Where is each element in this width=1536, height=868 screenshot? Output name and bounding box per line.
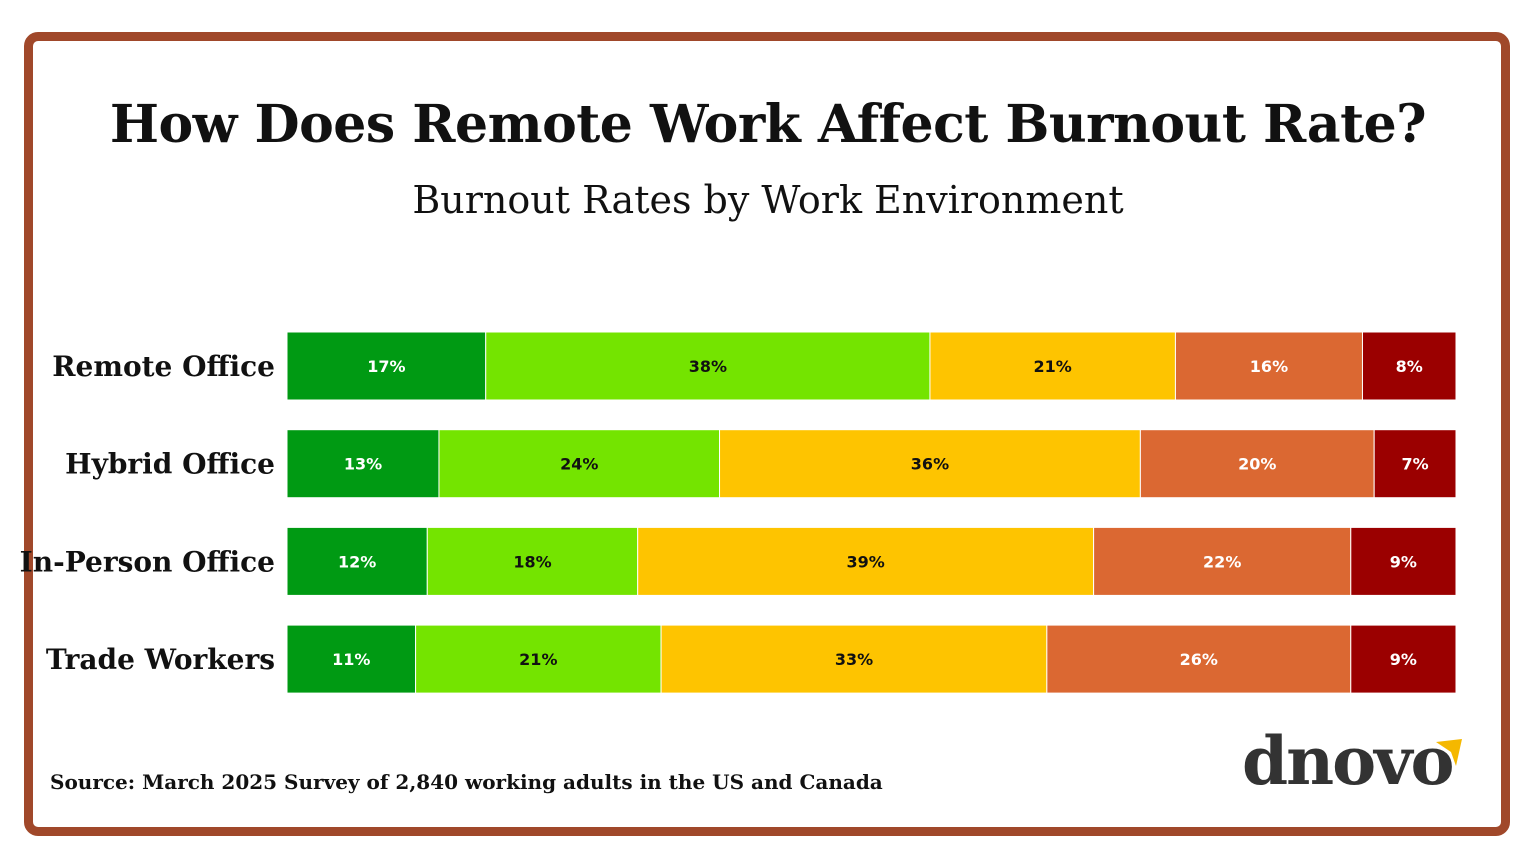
bar-segment bbox=[660, 624, 1048, 694]
data-label: 36% bbox=[911, 455, 949, 474]
bar-segment bbox=[415, 624, 662, 694]
data-label: 13% bbox=[344, 455, 382, 474]
category-label: In-Person Office bbox=[20, 545, 275, 578]
bar-segment bbox=[286, 331, 487, 401]
data-label: 18% bbox=[513, 552, 551, 571]
bar-segment bbox=[1350, 526, 1457, 596]
chart-subtitle: Burnout Rates by Work Environment bbox=[412, 178, 1124, 222]
bar-segment bbox=[286, 429, 440, 499]
data-label: 9% bbox=[1390, 650, 1417, 669]
data-label: 21% bbox=[1034, 357, 1072, 376]
bar-segment bbox=[1139, 429, 1375, 499]
category-label: Hybrid Office bbox=[65, 448, 275, 481]
bar-segment bbox=[286, 624, 417, 694]
data-label: 8% bbox=[1396, 357, 1423, 376]
chart-title: How Does Remote Work Affect Burnout Rate… bbox=[109, 94, 1427, 155]
data-label: 22% bbox=[1203, 552, 1241, 571]
data-label: 9% bbox=[1390, 552, 1417, 571]
data-label: 39% bbox=[847, 552, 885, 571]
data-label: 26% bbox=[1180, 650, 1218, 669]
data-label: 16% bbox=[1250, 357, 1288, 376]
data-label: 21% bbox=[519, 650, 557, 669]
bar-segment bbox=[1093, 526, 1352, 596]
logo-accent-icon bbox=[1436, 739, 1462, 766]
source-note: Source: March 2025 Survey of 2,840 worki… bbox=[50, 770, 883, 794]
bar-segment bbox=[1361, 331, 1457, 401]
bar-segment bbox=[438, 429, 721, 499]
category-label: Trade Workers bbox=[46, 643, 275, 676]
bar-segment bbox=[286, 526, 428, 596]
bar-segment bbox=[426, 526, 639, 596]
category-label: Remote Office bbox=[52, 350, 275, 383]
data-label: 33% bbox=[835, 650, 873, 669]
data-label: 38% bbox=[689, 357, 727, 376]
data-label: 11% bbox=[332, 650, 370, 669]
bar-segment bbox=[719, 429, 1141, 499]
data-label: 17% bbox=[367, 357, 405, 376]
bar-segment bbox=[1174, 331, 1363, 401]
data-label: 12% bbox=[338, 552, 376, 571]
data-label: 24% bbox=[560, 455, 598, 474]
bar-segment bbox=[1373, 429, 1457, 499]
data-label: 20% bbox=[1238, 455, 1276, 474]
data-label: 7% bbox=[1401, 455, 1428, 474]
dnovo-logo: dnovo bbox=[1242, 722, 1455, 800]
bar-segment bbox=[1350, 624, 1457, 694]
